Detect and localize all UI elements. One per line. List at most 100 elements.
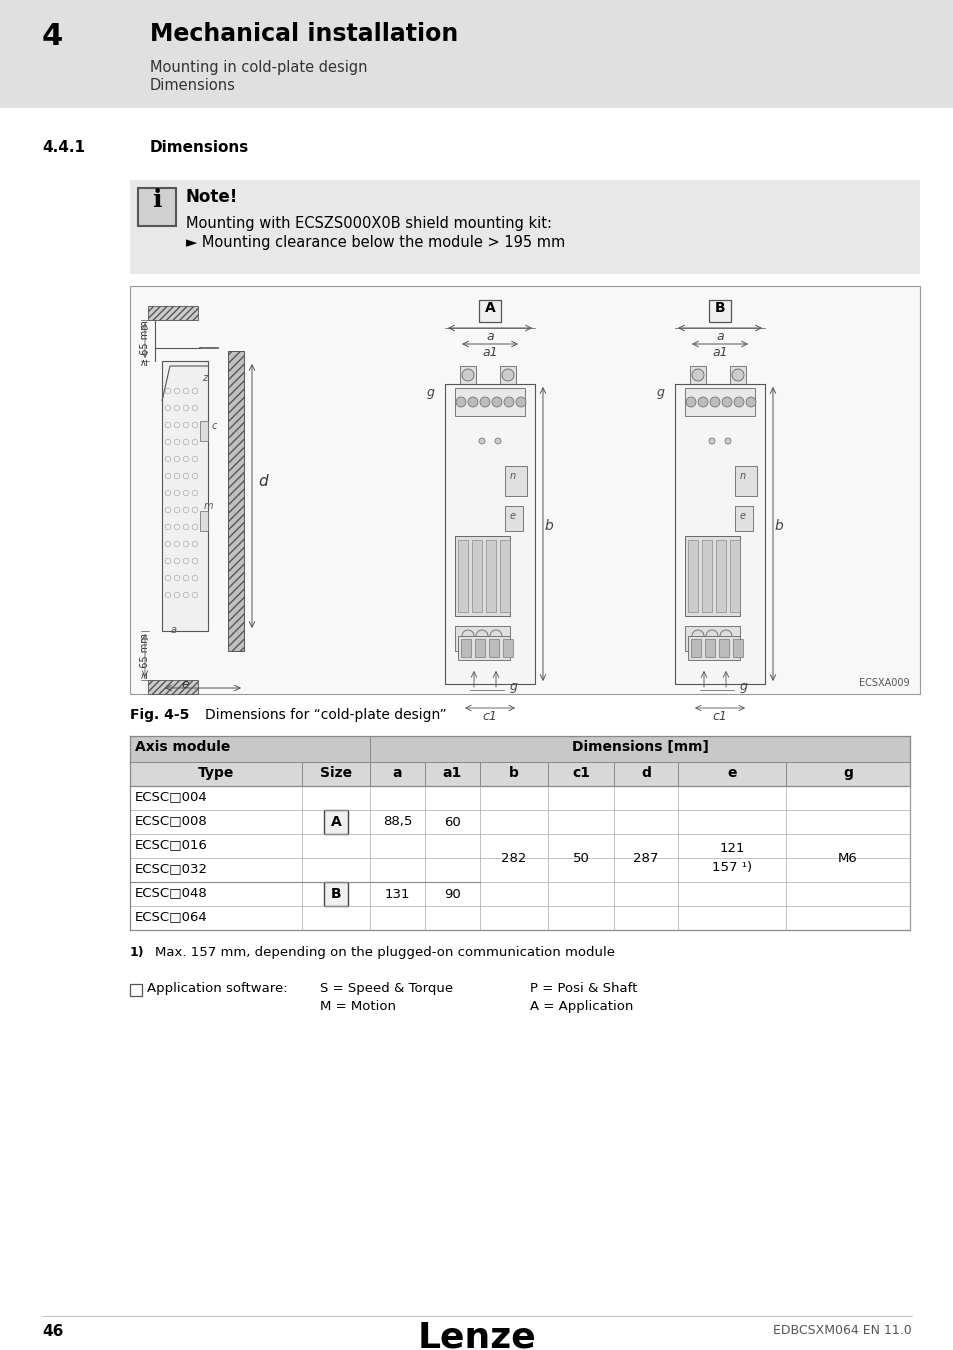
Bar — [485, 540, 496, 612]
Circle shape — [468, 397, 477, 406]
Text: i: i — [152, 188, 162, 212]
Bar — [675, 383, 764, 684]
Text: P = Posi & Shaft: P = Posi & Shaft — [530, 981, 637, 995]
Bar — [130, 834, 909, 859]
Bar — [704, 639, 714, 657]
Bar — [130, 882, 909, 906]
Circle shape — [461, 630, 474, 643]
Text: B: B — [331, 887, 341, 900]
Circle shape — [708, 437, 714, 444]
Text: ECSC□064: ECSC□064 — [135, 910, 208, 923]
Circle shape — [461, 369, 474, 381]
Bar — [687, 540, 698, 612]
Text: a1: a1 — [712, 346, 727, 359]
Circle shape — [490, 630, 501, 643]
Text: 157 ¹): 157 ¹) — [711, 861, 751, 875]
Bar — [324, 882, 348, 906]
Bar — [708, 300, 730, 323]
Text: Mounting in cold-plate design: Mounting in cold-plate design — [150, 59, 367, 76]
Text: c1: c1 — [572, 765, 589, 780]
Bar — [228, 351, 244, 651]
Text: 121: 121 — [719, 841, 744, 855]
Bar — [457, 636, 510, 660]
Text: 60: 60 — [444, 815, 460, 829]
Text: b: b — [509, 765, 518, 780]
Text: 1): 1) — [130, 946, 145, 958]
Text: Axis module: Axis module — [135, 740, 230, 755]
Bar — [130, 786, 909, 810]
Text: Type: Type — [197, 765, 233, 780]
Text: g: g — [842, 765, 852, 780]
Text: S = Speed & Torque: S = Speed & Torque — [319, 981, 453, 995]
Text: Dimensions [mm]: Dimensions [mm] — [571, 740, 708, 755]
Text: a1: a1 — [481, 346, 497, 359]
Bar — [200, 512, 208, 531]
Bar — [690, 639, 700, 657]
Text: 4: 4 — [42, 22, 63, 51]
Circle shape — [456, 397, 465, 406]
Text: 287: 287 — [633, 852, 658, 864]
Text: e: e — [740, 512, 745, 521]
Text: ECSC□048: ECSC□048 — [135, 886, 208, 899]
Bar — [324, 810, 348, 834]
Text: n: n — [740, 471, 745, 481]
Circle shape — [709, 397, 720, 406]
Text: ≥ 65 mm: ≥ 65 mm — [140, 320, 150, 366]
Circle shape — [731, 369, 743, 381]
Text: n: n — [510, 471, 516, 481]
Circle shape — [698, 397, 707, 406]
Text: m: m — [204, 501, 213, 512]
Text: Size: Size — [319, 765, 352, 780]
Bar — [502, 639, 513, 657]
Text: a: a — [486, 329, 494, 343]
Circle shape — [476, 630, 488, 643]
Bar — [687, 636, 740, 660]
Bar — [130, 736, 909, 761]
Text: 88,5: 88,5 — [382, 815, 412, 829]
Bar — [138, 188, 175, 225]
Bar — [130, 984, 142, 996]
Bar — [130, 906, 909, 930]
Bar — [455, 536, 510, 616]
Text: Lenze: Lenze — [417, 1320, 536, 1350]
Bar — [457, 540, 468, 612]
Text: c1: c1 — [712, 710, 727, 724]
Text: b: b — [544, 518, 553, 533]
Bar — [504, 506, 522, 531]
Text: 50: 50 — [572, 852, 589, 864]
Bar — [460, 639, 471, 657]
Circle shape — [516, 397, 525, 406]
Bar — [459, 366, 476, 383]
Circle shape — [495, 437, 500, 444]
Circle shape — [720, 630, 731, 643]
Text: c: c — [212, 421, 217, 431]
Circle shape — [691, 369, 703, 381]
Bar — [162, 360, 208, 630]
Text: ECSC□004: ECSC□004 — [135, 790, 208, 803]
Text: Dimensions for “cold-plate design”: Dimensions for “cold-plate design” — [205, 707, 446, 722]
Text: z: z — [202, 373, 207, 383]
Text: 90: 90 — [444, 887, 460, 900]
Circle shape — [705, 630, 718, 643]
Text: g: g — [427, 386, 435, 400]
Bar — [732, 639, 742, 657]
Circle shape — [733, 397, 743, 406]
Bar — [130, 810, 909, 834]
Circle shape — [503, 397, 514, 406]
Text: Dimensions: Dimensions — [150, 140, 249, 155]
Text: A: A — [331, 815, 341, 829]
Bar — [734, 466, 757, 495]
Bar — [130, 761, 909, 786]
Text: A: A — [484, 301, 495, 315]
Bar — [444, 383, 535, 684]
Circle shape — [479, 397, 490, 406]
Text: 131: 131 — [384, 887, 410, 900]
Bar — [684, 626, 740, 651]
Bar — [478, 300, 500, 323]
Bar — [499, 540, 510, 612]
Text: a: a — [393, 765, 402, 780]
Text: Application software:: Application software: — [147, 981, 287, 995]
Bar — [689, 366, 705, 383]
Text: ECSXA009: ECSXA009 — [859, 678, 909, 688]
Circle shape — [691, 630, 703, 643]
